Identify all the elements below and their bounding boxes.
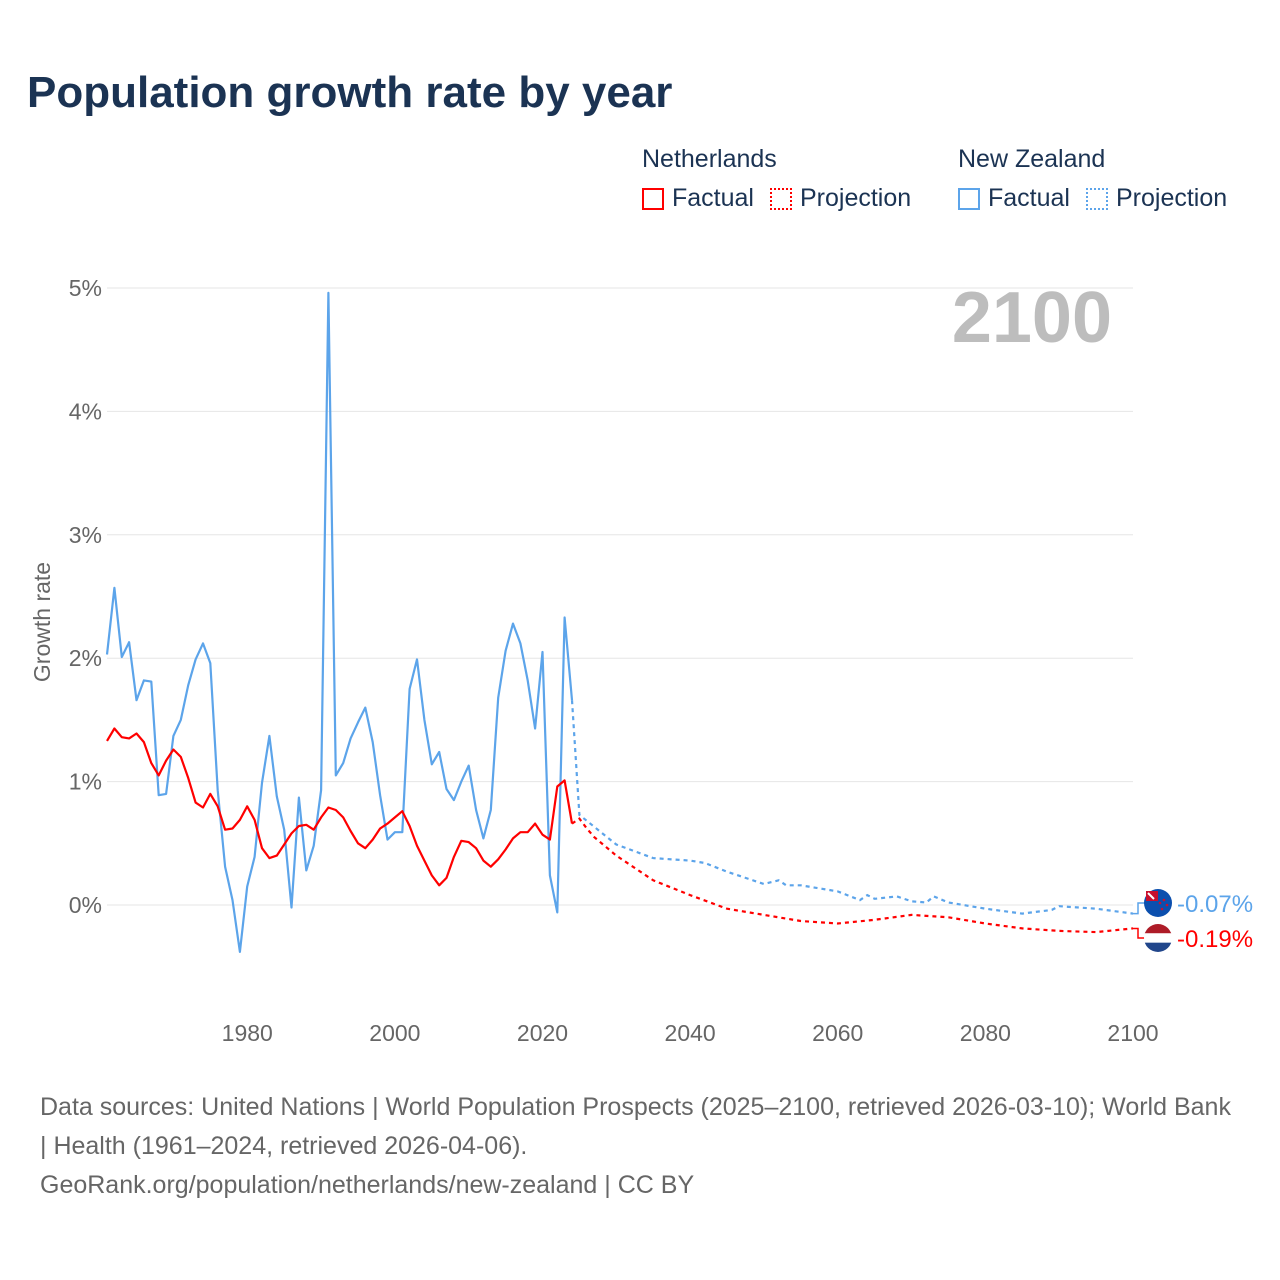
legend-new-zealand: New Zealand Factual Projection [958, 145, 1243, 213]
legend-netherlands-factual[interactable]: Factual [642, 184, 754, 213]
netherlands-flag-icon [1144, 924, 1172, 952]
netherlands-factual-line [106, 727, 574, 887]
new-zealand-projection-line [570, 700, 1134, 915]
netherlands-end-label: -0.19% [1177, 926, 1253, 953]
dotted-swatch-icon [769, 187, 792, 210]
x-tick-label: 2040 [665, 1020, 716, 1046]
x-tick-label: 2100 [1107, 1020, 1158, 1046]
y-tick-label: 1% [69, 769, 102, 795]
y-tick-label: 0% [69, 892, 102, 918]
legend-label: Factual [988, 184, 1070, 212]
legend-label: Projection [1115, 184, 1228, 212]
y-tick-label: 5% [69, 275, 102, 301]
legend-new-zealand-title: New Zealand [958, 145, 1106, 173]
solid-swatch-icon [958, 187, 980, 210]
legend-netherlands: Netherlands Factual Projection [642, 145, 927, 213]
new-zealand-end-label: -0.07% [1177, 891, 1253, 918]
legend-new-zealand-projection[interactable]: Projection [1085, 184, 1228, 213]
dotted-swatch-icon [1085, 187, 1108, 210]
legend-label: Factual [672, 184, 754, 212]
year-watermark: 2100 [952, 278, 1112, 358]
solid-swatch-icon [642, 187, 664, 210]
source-link[interactable]: GeoRank.org/population/netherlands/new-z… [40, 1171, 695, 1199]
x-tick-label: 2080 [960, 1020, 1011, 1046]
x-tick-label: 2000 [369, 1020, 420, 1046]
y-tick-label: 4% [69, 398, 102, 424]
y-tick-label: 2% [69, 645, 102, 671]
legend-netherlands-title: Netherlands [642, 145, 777, 173]
new-zealand-flag-icon [1144, 889, 1172, 917]
y-axis-label: Growth rate [29, 562, 55, 682]
footer: Data sources: United Nations | World Pop… [40, 1088, 1240, 1205]
x-tick-label: 2020 [517, 1020, 568, 1046]
end-connector [1133, 902, 1145, 915]
netherlands-projection-line [571, 817, 1134, 934]
x-tick-label: 2060 [812, 1020, 863, 1046]
new-zealand-factual-line [105, 291, 574, 954]
x-tick-label: 1980 [222, 1020, 273, 1046]
y-tick-label: 3% [69, 522, 102, 548]
legend-netherlands-projection[interactable]: Projection [769, 184, 912, 213]
legend-label: Projection [799, 184, 912, 212]
end-connector [1133, 927, 1145, 939]
data-sources: Data sources: United Nations | World Pop… [40, 1093, 1231, 1160]
chart-title: Population growth rate by year [27, 68, 673, 117]
legend-new-zealand-factual[interactable]: Factual [958, 184, 1070, 213]
